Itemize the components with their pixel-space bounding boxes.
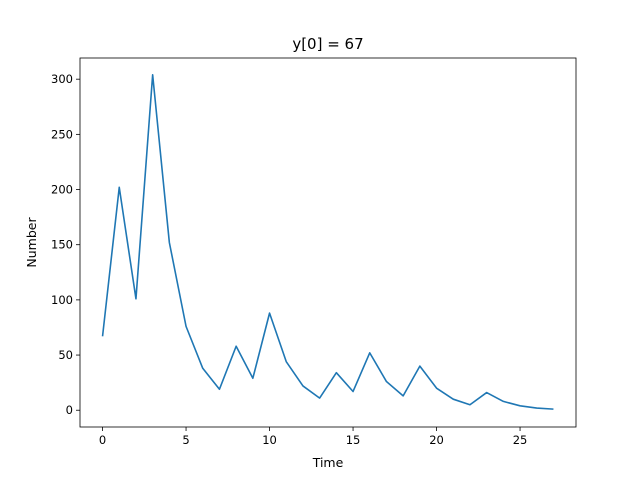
plot-area bbox=[79, 57, 577, 428]
x-tick-label: 5 bbox=[182, 433, 189, 447]
y-tick-label: 0 bbox=[66, 403, 73, 417]
x-axis-label: Time bbox=[312, 455, 344, 470]
x-tick-label: 15 bbox=[346, 433, 361, 447]
y-tick-label: 50 bbox=[58, 348, 73, 362]
y-tick-label: 150 bbox=[51, 238, 73, 252]
x-tick-label: 0 bbox=[99, 433, 106, 447]
y-tick-label: 300 bbox=[51, 72, 73, 86]
plot-frame bbox=[79, 57, 577, 428]
series-layer bbox=[101, 73, 554, 410]
x-tick-label: 20 bbox=[429, 433, 444, 447]
chart-title: y[0] = 67 bbox=[292, 35, 363, 53]
y-axis: 0 50 100 150 200 250 300 bbox=[51, 72, 80, 417]
x-tick-label: 10 bbox=[262, 433, 277, 447]
y-tick-label: 100 bbox=[51, 293, 73, 307]
x-tick-label: 25 bbox=[513, 433, 528, 447]
x-axis: 0 5 10 15 20 25 bbox=[99, 427, 527, 447]
series-line bbox=[101, 73, 554, 410]
y-axis-label: Number bbox=[24, 217, 39, 268]
y-tick-label: 250 bbox=[51, 127, 73, 141]
y-tick-label: 200 bbox=[51, 183, 73, 197]
